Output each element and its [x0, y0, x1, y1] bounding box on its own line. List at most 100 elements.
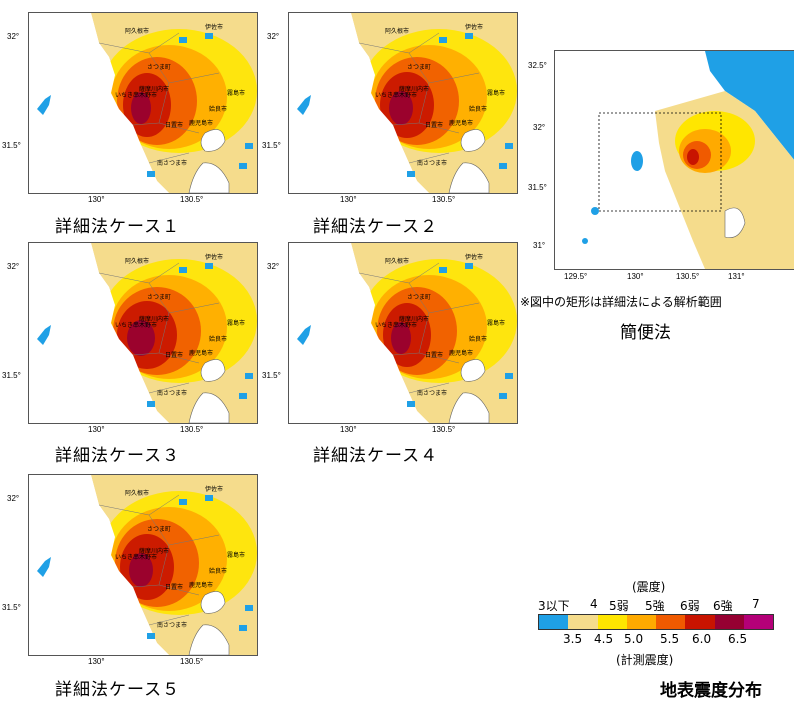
legend-swatch: [597, 615, 627, 629]
simple-title: 簡便法: [620, 323, 671, 343]
legend-intensity-6-lower: 6弱: [680, 599, 700, 613]
legend-swatch: [685, 615, 715, 629]
intensity-zone-4: [129, 553, 153, 587]
city-label: 姶良市: [209, 335, 227, 343]
boundary-line: [392, 352, 420, 356]
legend-measured-5-0: 5.0: [624, 632, 644, 646]
map-frame: 阿久根市 伊佐市 さつま町 薩摩川内市 いちき串木野市 姶良市 霧島市 日置市 鹿児島市 南さつま…: [28, 12, 258, 194]
lat-tick-31-5: 31.5°: [262, 141, 281, 150]
city-label: 阿久根市: [125, 489, 149, 497]
boundary-line: [132, 122, 160, 126]
low-intensity-patch: [505, 373, 513, 379]
lat-tick-31-5: 31.5°: [2, 603, 21, 612]
city-label: 霧島市: [487, 89, 505, 97]
city-label: 日置市: [425, 351, 443, 359]
city-label: さつま町: [147, 64, 171, 71]
low-intensity-patch: [439, 37, 447, 43]
island: [37, 557, 51, 577]
city-label: さつま町: [147, 526, 171, 533]
legend-intensity-5-upper: 5強: [645, 599, 665, 613]
legend-intensity-3: 3以下: [538, 599, 570, 613]
legend-measured-4-5: 4.5: [594, 632, 614, 646]
bay: [448, 162, 490, 193]
city-label: 薩摩川内市: [139, 547, 169, 555]
low-intensity-patch: [179, 499, 187, 505]
city-label: 南さつま市: [157, 389, 187, 397]
city-label: 伊佐市: [465, 253, 483, 261]
map-frame: 阿久根市 伊佐市 さつま町 薩摩川内市 いちき串木野市 姶良市 霧島市 日置市 鹿児島市 南さつま…: [28, 474, 258, 656]
boundary-line: [132, 584, 160, 588]
panel-caption: 詳細法ケース１: [55, 217, 181, 237]
lat-tick-31: 31°: [533, 241, 546, 250]
lon-tick-130-5: 130.5°: [180, 425, 204, 434]
city-label: 伊佐市: [465, 23, 483, 31]
intensity-zone-4: [127, 320, 155, 356]
city-label: いちき串木野市: [115, 321, 157, 329]
city-label: 鹿児島市: [189, 581, 213, 589]
city-label: 鹿児島市: [189, 119, 213, 127]
low-intensity-patch: [465, 33, 473, 39]
lat-tick-31-5: 31.5°: [262, 371, 281, 380]
island: [582, 238, 588, 244]
lon-tick-130-5: 130.5°: [180, 657, 204, 666]
low-intensity-patch: [179, 37, 187, 43]
low-intensity-patch: [499, 163, 507, 169]
bay: [188, 624, 230, 655]
bay: [460, 359, 486, 382]
map-frame: 阿久根市 伊佐市 さつま町 薩摩川内市 いちき串木野市 姶良市 霧島市 日置市 鹿児島市 南さつま…: [288, 242, 518, 424]
bay: [188, 162, 230, 193]
city-label: 伊佐市: [205, 485, 223, 493]
city-label: いちき串木野市: [115, 91, 157, 99]
low-intensity-region: [705, 51, 794, 160]
low-intensity-patch: [245, 373, 253, 379]
city-label: 伊佐市: [205, 253, 223, 261]
legend-swatch: [656, 615, 686, 629]
low-intensity-patch: [499, 393, 507, 399]
legend-intensity-7: 7: [752, 597, 760, 611]
city-label: 日置市: [165, 351, 183, 359]
low-intensity-patch: [147, 171, 155, 177]
city-label: 伊佐市: [205, 23, 223, 31]
bay: [188, 392, 230, 423]
legend-measured-3-5: 3.5: [563, 632, 583, 646]
legend-swatch: [743, 615, 773, 629]
lon-tick-130-5: 130.5°: [676, 272, 700, 281]
lon-tick-130: 130°: [627, 272, 644, 281]
lat-tick-31-5: 31.5°: [528, 183, 547, 192]
city-label: 霧島市: [487, 319, 505, 327]
boundary-line: [148, 614, 190, 626]
figure-title: 地表震度分布: [660, 681, 762, 701]
island: [37, 95, 51, 115]
lat-tick-32: 32°: [533, 123, 546, 132]
low-intensity-patch: [239, 625, 247, 631]
lat-tick-32: 32°: [267, 262, 280, 271]
map-frame: 阿久根市 伊佐市 さつま町 薩摩川内市 いちき串木野市 姶良市 霧島市 日置市 鹿児島市 南さつま…: [288, 12, 518, 194]
boundary-line: [148, 382, 190, 394]
bay: [200, 129, 226, 152]
low-intensity-patch: [179, 267, 187, 273]
lon-tick-130: 130°: [88, 195, 105, 204]
city-label: 南さつま市: [157, 621, 187, 629]
lat-tick-32: 32°: [7, 262, 20, 271]
island: [631, 151, 643, 171]
sea: [29, 243, 169, 423]
simple-note: ※図中の矩形は詳細法による解析範囲: [520, 295, 722, 309]
lon-tick-130-5: 130.5°: [432, 195, 456, 204]
sea: [29, 13, 169, 193]
city-label: 姶良市: [209, 567, 227, 575]
low-intensity-patch: [239, 163, 247, 169]
lon-tick-130: 130°: [340, 425, 357, 434]
bay: [200, 591, 226, 614]
boundary-line: [408, 382, 450, 394]
city-label: 薩摩川内市: [399, 315, 429, 323]
city-label: 姶良市: [469, 335, 487, 343]
simple-intensity-map: [555, 51, 794, 269]
island: [297, 325, 311, 345]
city-label: 鹿児島市: [449, 119, 473, 127]
island: [591, 207, 599, 215]
low-intensity-patch: [245, 605, 253, 611]
